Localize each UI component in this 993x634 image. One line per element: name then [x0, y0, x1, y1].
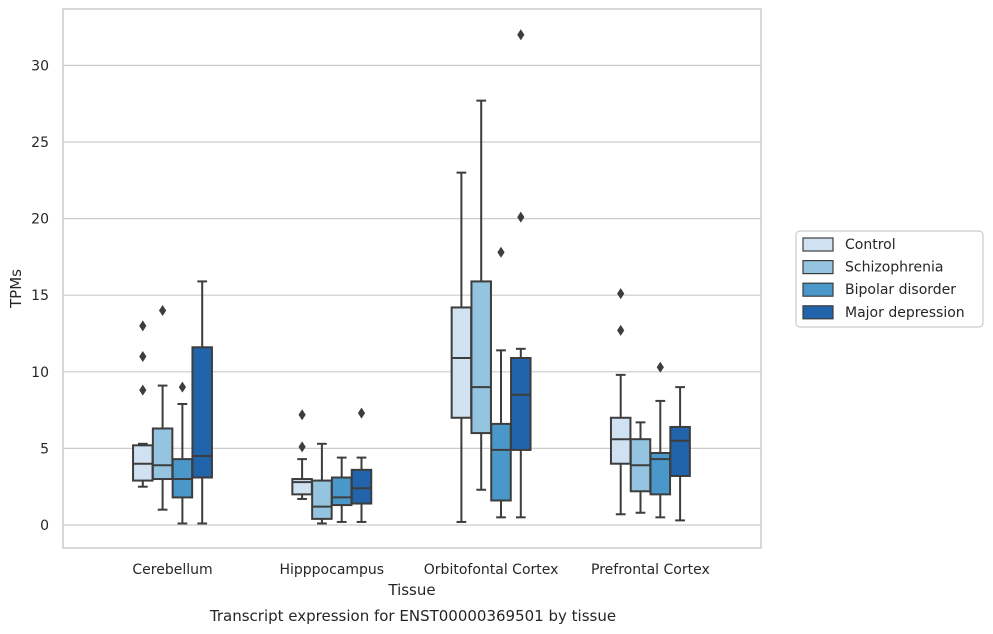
outlier-point	[617, 288, 625, 300]
box-body	[510, 357, 532, 451]
box-body	[490, 422, 512, 502]
box-schizophrenia	[629, 421, 652, 514]
outlier-point	[517, 29, 525, 41]
legend: Control Schizophrenia Bipolar disorder Majo…	[795, 230, 984, 328]
box-body	[669, 425, 691, 477]
y-tick-label: 20	[31, 212, 49, 228]
plot-frame	[62, 8, 762, 549]
box-control	[609, 288, 632, 516]
outlier-point	[298, 441, 306, 453]
x-tick-label: Orbitofontal Cortex	[424, 562, 559, 578]
box-body	[609, 416, 632, 465]
outlier-point	[298, 409, 306, 421]
legend-label: Bipolar disorder	[845, 282, 956, 298]
outlier-point	[656, 361, 664, 373]
legend-label: Schizophrenia	[845, 260, 943, 276]
legend-swatch-bipolar-disorder	[802, 282, 834, 297]
box-control	[291, 409, 313, 500]
box-bipolar-disorder	[330, 456, 353, 523]
outlier-point	[357, 407, 366, 419]
box-major-depression	[510, 29, 532, 519]
box-bipolar-disorder	[171, 381, 194, 525]
legend-swatch-control	[802, 237, 834, 252]
x-axis-title: Tissue	[387, 581, 435, 599]
outlier-point	[517, 211, 525, 223]
box-schizophrenia	[311, 442, 333, 525]
box-major-depression	[191, 280, 213, 525]
outlier-point	[497, 246, 505, 258]
y-tick-label: 10	[31, 365, 49, 381]
box-control	[132, 320, 154, 488]
y-tick-label: 25	[31, 135, 49, 151]
box-body	[330, 476, 353, 507]
plot-area	[132, 29, 691, 525]
box-body	[191, 346, 213, 479]
gridlines	[63, 64, 761, 526]
legend-label: Control	[845, 237, 896, 253]
outlier-point	[139, 320, 147, 332]
outlier-point	[139, 384, 147, 396]
box-control	[450, 171, 473, 523]
outlier-point	[617, 324, 625, 336]
box-body	[151, 427, 174, 481]
y-tick-label: 0	[40, 518, 49, 534]
legend-swatch-schizophrenia	[802, 260, 834, 275]
outlier-point	[159, 305, 167, 317]
box-major-depression	[669, 386, 691, 522]
box-body	[450, 306, 473, 419]
legend-label: Major depression	[845, 305, 965, 321]
x-tick-label: Prefrontal Cortex	[591, 562, 710, 578]
y-tick-label: 15	[31, 288, 49, 304]
box-major-depression	[350, 407, 373, 523]
x-tick-label: Hipppocampus	[279, 562, 384, 578]
outlier-point	[178, 381, 186, 393]
y-tick-label: 5	[40, 441, 49, 457]
x-tick-label: Cerebellum	[132, 562, 212, 578]
legend-swatch-major-depression	[802, 305, 834, 320]
box-schizophrenia	[151, 305, 174, 511]
box-body	[350, 468, 373, 505]
outlier-point	[139, 350, 147, 362]
box-body	[470, 280, 492, 435]
legend-box	[795, 230, 984, 328]
box-schizophrenia	[470, 99, 492, 491]
x-tick-labels: Cerebellum Hipppocampus Orbitofontal Corte…	[132, 562, 709, 578]
y-tick-label: 30	[31, 58, 49, 74]
box-bipolar-disorder	[649, 361, 672, 519]
y-tick-labels: 0 5 10 15 20 25 30	[31, 58, 49, 534]
box-bipolar-disorder	[490, 246, 512, 519]
box-body	[311, 479, 333, 520]
y-axis-title: TPMs	[7, 269, 25, 309]
chart-caption: Transcript expression for ENST0000036950…	[209, 607, 616, 625]
